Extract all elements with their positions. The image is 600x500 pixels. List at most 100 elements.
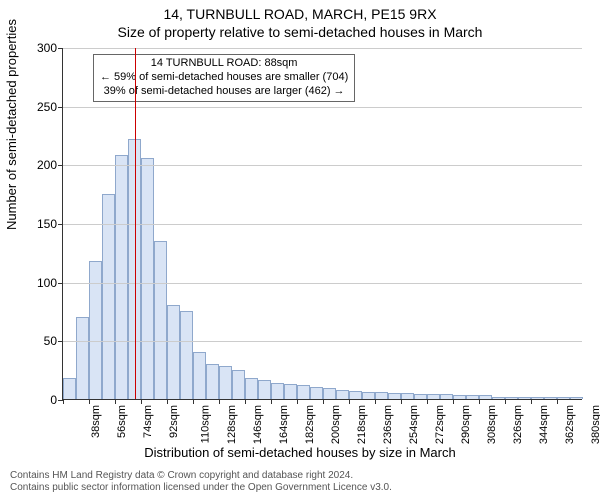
xtick-mark xyxy=(141,399,142,404)
grid-line xyxy=(63,224,582,225)
histogram-bar xyxy=(492,397,505,399)
grid-line xyxy=(63,283,582,284)
xtick-mark xyxy=(375,399,376,404)
xtick-mark xyxy=(557,399,558,404)
xtick-label: 236sqm xyxy=(382,405,394,444)
histogram-bar xyxy=(570,397,583,399)
xtick-label: 146sqm xyxy=(252,405,264,444)
grid-line xyxy=(63,107,582,108)
histogram-bar xyxy=(63,378,76,399)
histogram-bar xyxy=(167,305,180,399)
xtick-mark xyxy=(349,399,350,404)
xtick-label: 218sqm xyxy=(356,405,368,444)
histogram-bar xyxy=(479,395,492,399)
histogram-bar xyxy=(284,384,297,399)
marker-line xyxy=(135,48,136,399)
callout-box: 14 TURNBULL ROAD: 88sqm ← 59% of semi-de… xyxy=(93,54,355,102)
xtick-mark xyxy=(167,399,168,404)
ytick-label: 50 xyxy=(44,334,57,348)
xtick-label: 380sqm xyxy=(590,405,600,444)
histogram-bar xyxy=(427,394,440,399)
callout-line3: 39% of semi-detached houses are larger (… xyxy=(100,85,348,99)
chart-title-line1: 14, TURNBULL ROAD, MARCH, PE15 9RX xyxy=(0,6,600,22)
grid-line xyxy=(63,165,582,166)
ytick-mark xyxy=(58,283,63,284)
xtick-mark xyxy=(89,399,90,404)
xtick-mark xyxy=(401,399,402,404)
histogram-bar xyxy=(362,392,375,399)
xtick-mark xyxy=(193,399,194,404)
xtick-label: 128sqm xyxy=(226,405,238,444)
histogram-bar xyxy=(505,397,518,399)
histogram-bar xyxy=(466,395,479,399)
y-axis-label: Number of semi-detached properties xyxy=(4,19,19,230)
histogram-bar xyxy=(323,388,336,399)
histogram-bar xyxy=(557,397,570,399)
xtick-mark xyxy=(63,399,64,404)
xtick-mark xyxy=(531,399,532,404)
histogram-bar xyxy=(180,311,193,399)
ytick-label: 150 xyxy=(37,217,57,231)
xtick-label: 362sqm xyxy=(564,405,576,444)
xtick-mark xyxy=(505,399,506,404)
xtick-label: 74sqm xyxy=(142,405,154,438)
histogram-bar xyxy=(531,397,544,399)
grid-line xyxy=(63,48,582,49)
histogram-bar xyxy=(89,261,102,399)
xtick-label: 290sqm xyxy=(460,405,472,444)
xtick-label: 110sqm xyxy=(199,405,211,443)
xtick-label: 326sqm xyxy=(512,405,524,444)
xtick-mark xyxy=(427,399,428,404)
xtick-mark xyxy=(479,399,480,404)
xtick-label: 200sqm xyxy=(330,405,342,444)
histogram-bar xyxy=(440,394,453,399)
histogram-bar xyxy=(193,352,206,399)
ytick-label: 300 xyxy=(37,41,57,55)
callout-line1: 14 TURNBULL ROAD: 88sqm xyxy=(100,57,348,71)
ytick-label: 0 xyxy=(50,393,57,407)
histogram-bar xyxy=(310,387,323,399)
histogram-bar xyxy=(154,241,167,399)
footer-line1: Contains HM Land Registry data © Crown c… xyxy=(10,470,392,482)
ytick-label: 100 xyxy=(37,276,57,290)
xtick-label: 308sqm xyxy=(486,405,498,444)
xtick-mark xyxy=(297,399,298,404)
ytick-mark xyxy=(58,165,63,166)
xtick-mark xyxy=(245,399,246,404)
chart-container: 14, TURNBULL ROAD, MARCH, PE15 9RX Size … xyxy=(0,0,600,500)
ytick-mark xyxy=(58,341,63,342)
xtick-label: 92sqm xyxy=(168,405,180,438)
callout-line2: ← 59% of semi-detached houses are smalle… xyxy=(100,71,348,85)
grid-line xyxy=(63,341,582,342)
histogram-bar xyxy=(544,397,557,399)
ytick-label: 250 xyxy=(37,100,57,114)
xtick-label: 344sqm xyxy=(538,405,550,444)
xtick-label: 182sqm xyxy=(304,405,316,444)
footer-attribution: Contains HM Land Registry data © Crown c… xyxy=(10,470,392,494)
histogram-bar xyxy=(453,395,466,399)
histogram-bar xyxy=(375,392,388,399)
xtick-label: 164sqm xyxy=(278,405,290,444)
xtick-mark xyxy=(271,399,272,404)
histogram-bar xyxy=(232,370,245,399)
histogram-bar xyxy=(336,390,349,399)
xtick-label: 38sqm xyxy=(90,405,102,438)
xtick-label: 272sqm xyxy=(434,405,446,444)
histogram-bar xyxy=(115,155,128,399)
histogram-bar xyxy=(258,380,271,399)
histogram-bar xyxy=(245,378,258,399)
histogram-bar xyxy=(297,385,310,399)
xtick-label: 56sqm xyxy=(116,405,128,438)
histogram-bar xyxy=(141,158,154,399)
xtick-mark xyxy=(115,399,116,404)
xtick-mark xyxy=(219,399,220,404)
histogram-bar xyxy=(349,391,362,399)
x-axis-label: Distribution of semi-detached houses by … xyxy=(0,445,600,460)
chart-title-line2: Size of property relative to semi-detach… xyxy=(0,24,600,40)
xtick-mark xyxy=(453,399,454,404)
xtick-mark xyxy=(323,399,324,404)
xtick-label: 254sqm xyxy=(408,405,420,444)
histogram-bar xyxy=(518,397,531,399)
histogram-bar xyxy=(401,393,414,399)
plot-area: 14 TURNBULL ROAD: 88sqm ← 59% of semi-de… xyxy=(62,48,582,400)
